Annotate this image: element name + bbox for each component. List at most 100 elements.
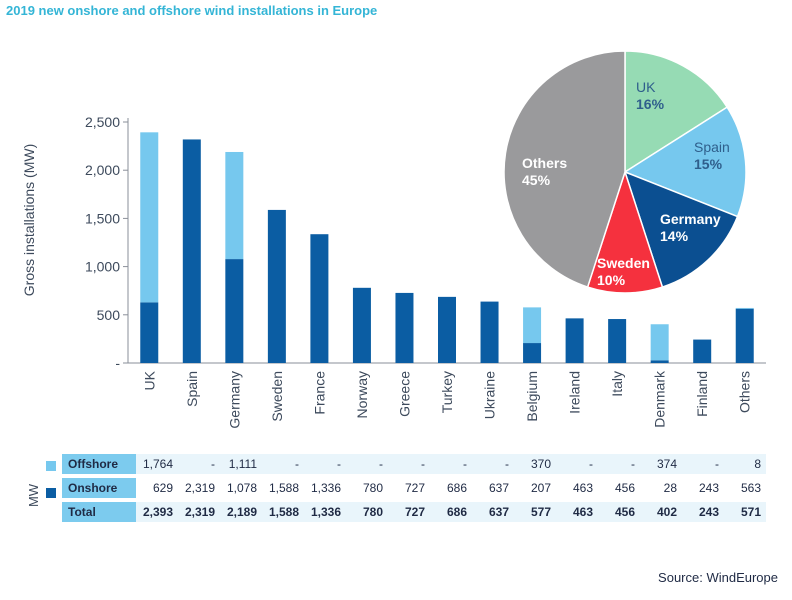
table-cell: 563 <box>724 478 766 502</box>
pie-slice-spain <box>623 106 747 218</box>
table-cell: 727 <box>388 502 430 522</box>
x-tick-label: UK <box>141 370 157 390</box>
table-cell: - <box>304 454 346 478</box>
table-cell: 1,588 <box>262 478 304 502</box>
x-tick-label: Sweden <box>269 371 285 422</box>
x-tick-label: Denmark <box>652 370 668 428</box>
x-tick-label: Finland <box>694 371 710 417</box>
table-cell: 456 <box>598 502 640 522</box>
offshore-swatch <box>46 461 56 471</box>
table-cell: 637 <box>472 478 514 502</box>
table-cell: 1,078 <box>220 478 262 502</box>
y-tick-label: - <box>115 355 120 371</box>
bar-onshore-italy <box>608 319 627 363</box>
bar-offshore-others <box>735 307 754 309</box>
x-tick-label: France <box>311 371 327 415</box>
table-cell: 577 <box>514 502 556 522</box>
bar-offshore-germany <box>225 151 244 260</box>
table-cell: 1,588 <box>262 502 304 522</box>
table-cell: 463 <box>556 502 598 522</box>
table-cell: 686 <box>430 502 472 522</box>
table-cell: 780 <box>346 502 388 522</box>
table-cell: - <box>262 454 304 478</box>
table-cell: 28 <box>640 478 682 502</box>
x-tick-label: Greece <box>396 371 412 417</box>
table-cell: 402 <box>640 502 682 522</box>
table-row-total: Total 2,393 2,319 2,189 1,588 1,336 780 727 686 6… <box>62 502 766 522</box>
onshore-swatch <box>46 488 56 498</box>
table-row-label: Onshore <box>62 478 136 502</box>
pie-pct-label: 45% <box>522 172 551 188</box>
table-row-label: Offshore <box>62 454 136 478</box>
table-cell: 2,393 <box>136 502 178 522</box>
table-cell: 1,111 <box>220 454 262 478</box>
x-tick-label: Germany <box>226 371 242 429</box>
table-cell: 456 <box>598 478 640 502</box>
table-cell: 2,319 <box>178 502 220 522</box>
bar-offshore-belgium <box>523 307 542 344</box>
y-tick-label: 2,000 <box>85 162 120 178</box>
pie-label: Germany <box>660 211 721 227</box>
table-row-onshore: Onshore 629 2,319 1,078 1,588 1,336 780 727 686 6… <box>62 478 766 502</box>
pie-slice-uk <box>624 50 729 174</box>
pie-label: UK <box>636 79 656 95</box>
table-cell: - <box>682 454 724 478</box>
x-tick-label: Others <box>737 371 753 413</box>
y-tick-label: 1,000 <box>85 259 120 275</box>
bar-onshore-germany <box>225 259 244 363</box>
bar-onshore-spain <box>182 139 201 363</box>
table-cell: - <box>388 454 430 478</box>
table-cell: 1,764 <box>136 454 178 478</box>
table-row-offshore: Offshore 1,764-1,111- - - - - -370- -374-8 <box>62 454 766 478</box>
table-cell: 1,336 <box>304 502 346 522</box>
y-tick-label: 2,500 <box>85 114 120 130</box>
y-axis-label: Gross installations (MW) <box>21 144 37 296</box>
table-cell: 243 <box>682 478 724 502</box>
table-cell: 780 <box>346 478 388 502</box>
table-cell: 629 <box>136 478 178 502</box>
table-cell: - <box>598 454 640 478</box>
bar-onshore-france <box>310 234 329 363</box>
table-cell: - <box>556 454 598 478</box>
bar-onshore-belgium <box>523 343 542 363</box>
pie-pct-label: 15% <box>694 156 723 172</box>
bar-onshore-denmark <box>650 360 669 363</box>
bar-onshore-sweden <box>267 209 286 363</box>
table-cell: 463 <box>556 478 598 502</box>
table-cell: 370 <box>514 454 556 478</box>
bar-onshore-finland <box>693 339 712 363</box>
bar-onshore-ireland <box>565 318 584 363</box>
table-cell: 727 <box>388 478 430 502</box>
table-cell: 686 <box>430 478 472 502</box>
table-cell: 637 <box>472 502 514 522</box>
table-row-label: Total <box>62 502 136 522</box>
chart-title: 2019 new onshore and offshore wind insta… <box>6 3 378 18</box>
bar-onshore-greece <box>395 292 414 363</box>
y-tick-label: 500 <box>97 307 121 323</box>
bar-onshore-norway <box>352 287 371 363</box>
table-cell: - <box>472 454 514 478</box>
pie-slice-others <box>503 50 626 289</box>
x-tick-label: Spain <box>184 371 200 407</box>
table-cell: 2,319 <box>178 478 220 502</box>
x-tick-label: Turkey <box>439 371 455 413</box>
table-cell: 2,189 <box>220 502 262 522</box>
x-tick-label: Italy <box>609 371 625 397</box>
pie-pct-label: 16% <box>636 96 665 112</box>
pie-pct-label: 10% <box>597 272 626 288</box>
table-cell: 571 <box>724 502 766 522</box>
bar-onshore-uk <box>140 302 159 363</box>
table-cell: 374 <box>640 454 682 478</box>
bar-onshore-ukraine <box>480 301 499 363</box>
pie-pct-label: 14% <box>660 228 689 244</box>
pie-label: Sweden <box>597 255 650 271</box>
pie-slice-sweden <box>586 169 664 294</box>
table-cell: 8 <box>724 454 766 478</box>
x-tick-label: Ireland <box>567 371 583 414</box>
x-tick-label: Ukraine <box>482 371 498 419</box>
pie-label: Others <box>522 155 567 171</box>
table-cell: 1,336 <box>304 478 346 502</box>
table-cell: 243 <box>682 502 724 522</box>
table-cell: - <box>178 454 220 478</box>
pie-label: Spain <box>694 139 730 155</box>
